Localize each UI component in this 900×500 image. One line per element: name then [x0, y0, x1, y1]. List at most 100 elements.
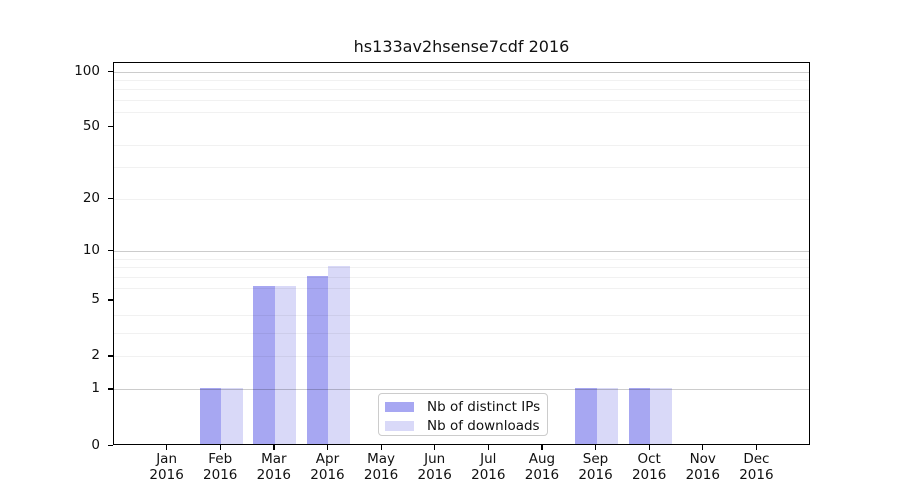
legend-entry-distinct-ips: Nb of distinct IPs: [385, 398, 541, 416]
x-tick-year: 2016: [685, 466, 720, 483]
chart-title: hs133av2hsense7cdf 2016: [353, 37, 570, 56]
y-tick-2: [108, 355, 113, 357]
gridline-minor-9: [114, 258, 809, 260]
bar-distinct-ips-feb: [199, 387, 222, 444]
y-tick-20: [108, 197, 113, 200]
x-tick-month: Jul: [480, 451, 497, 467]
x-tick-month: Dec: [743, 451, 770, 467]
x-tick-year: 2016: [739, 466, 774, 483]
x-tick-month: Apr: [315, 451, 340, 467]
bar-distinct-ips-apr: [306, 275, 329, 444]
x-tick-year: 2016: [256, 466, 292, 483]
gridline-minor-2: [114, 356, 809, 358]
bar-downloads-apr: [328, 266, 350, 444]
x-tick-month: Feb: [208, 451, 233, 467]
y-axis-tick-label: 50: [82, 117, 100, 134]
x-tick-year: 2016: [203, 466, 238, 483]
x-tick-month: Sep: [582, 451, 609, 467]
x-tick-month: May: [367, 451, 396, 467]
y-axis-tick-label: 0: [91, 436, 100, 453]
gridline-minor-70: [114, 100, 809, 102]
x-tick-year: 2016: [363, 466, 399, 483]
x-axis-tick-label: Sep 2016: [564, 451, 628, 483]
gridline-minor-8: [114, 267, 809, 269]
x-tick-mar: [273, 445, 275, 450]
x-tick-may: [380, 445, 382, 450]
x-axis-tick-label: Dec 2016: [724, 451, 788, 483]
x-axis-tick-label: May 2016: [349, 451, 413, 483]
x-tick-dec: [755, 445, 758, 450]
x-tick-month: Jan: [156, 451, 178, 467]
x-axis-tick-label: Jun 2016: [403, 451, 467, 483]
legend-swatch-downloads: [385, 421, 414, 431]
gridline-major-100: [114, 71, 809, 73]
x-tick-month: Jun: [424, 451, 446, 467]
x-tick-year: 2016: [417, 466, 452, 483]
x-tick-jan: [166, 445, 168, 450]
x-tick-year: 2016: [631, 466, 667, 483]
y-tick-5: [108, 299, 113, 301]
gridline-minor-80: [114, 89, 809, 91]
y-tick-50: [108, 125, 113, 128]
y-axis-tick-label: 10: [82, 242, 100, 259]
x-tick-year: 2016: [310, 466, 345, 483]
x-axis-tick-label: Jul 2016: [456, 451, 520, 483]
gridline-minor-30: [114, 167, 809, 169]
gridline-minor-6: [114, 287, 809, 289]
y-axis-tick-label: 1: [91, 380, 100, 397]
y-axis-tick-label: 2: [91, 347, 100, 364]
bar-distinct-ips-sep: [575, 387, 597, 444]
x-tick-apr: [326, 445, 329, 450]
gridline-major-10: [114, 251, 809, 253]
bar-downloads-mar: [274, 286, 297, 444]
gridline-minor-20: [114, 198, 809, 200]
gridline-minor-3: [114, 333, 809, 335]
legend: Nb of distinct IPs Nb of downloads: [378, 393, 548, 436]
x-tick-month: Aug: [528, 451, 556, 467]
x-tick-year: 2016: [149, 466, 184, 483]
x-tick-sep: [595, 445, 597, 450]
bar-distinct-ips-mar: [253, 286, 275, 444]
x-tick-nov: [702, 445, 704, 450]
legend-label-downloads: Nb of downloads: [427, 418, 540, 434]
x-tick-year: 2016: [524, 466, 560, 483]
x-tick-jul: [487, 445, 489, 450]
y-axis-tick-label: 20: [82, 189, 100, 206]
gridline-minor-40: [114, 144, 809, 146]
bar-downloads-feb: [221, 387, 243, 444]
y-axis-tick-label: 100: [74, 62, 100, 79]
gridline-minor-4: [114, 315, 809, 317]
x-tick-aug: [541, 445, 543, 450]
x-axis-tick-label: Apr 2016: [295, 451, 359, 483]
gridline-minor-90: [114, 80, 809, 82]
x-axis-tick-label: Jan 2016: [135, 451, 199, 483]
x-axis-tick-label: Feb 2016: [188, 451, 252, 483]
x-tick-feb: [219, 445, 221, 450]
legend-entry-downloads: Nb of downloads: [385, 417, 541, 435]
x-tick-year: 2016: [471, 466, 506, 483]
x-tick-year: 2016: [578, 466, 613, 483]
bar-downloads-sep: [596, 387, 619, 444]
x-tick-month: Oct: [637, 451, 661, 467]
y-axis-tick-label: 5: [91, 291, 100, 308]
gridline-minor-60: [114, 112, 809, 114]
x-axis-tick-label: Nov 2016: [671, 451, 735, 483]
x-axis-tick-label: Mar 2016: [242, 451, 306, 483]
bar-downloads-oct: [650, 387, 672, 444]
x-tick-jun: [434, 445, 436, 450]
legend-swatch-distinct-ips: [385, 402, 414, 412]
gridline-minor-7: [114, 277, 809, 279]
y-tick-1: [108, 388, 113, 390]
bar-distinct-ips-oct: [628, 387, 651, 444]
legend-label-distinct-ips: Nb of distinct IPs: [427, 399, 541, 415]
plot-area: [113, 62, 810, 445]
x-axis-tick-label: Oct 2016: [617, 451, 681, 483]
x-tick-month: Nov: [689, 451, 716, 467]
x-tick-oct: [648, 445, 650, 450]
y-tick-10: [108, 250, 113, 252]
y-tick-100: [108, 70, 113, 72]
x-axis-tick-label: Aug 2016: [510, 451, 574, 483]
y-tick-0: [108, 444, 113, 446]
x-tick-month: Mar: [261, 451, 287, 467]
